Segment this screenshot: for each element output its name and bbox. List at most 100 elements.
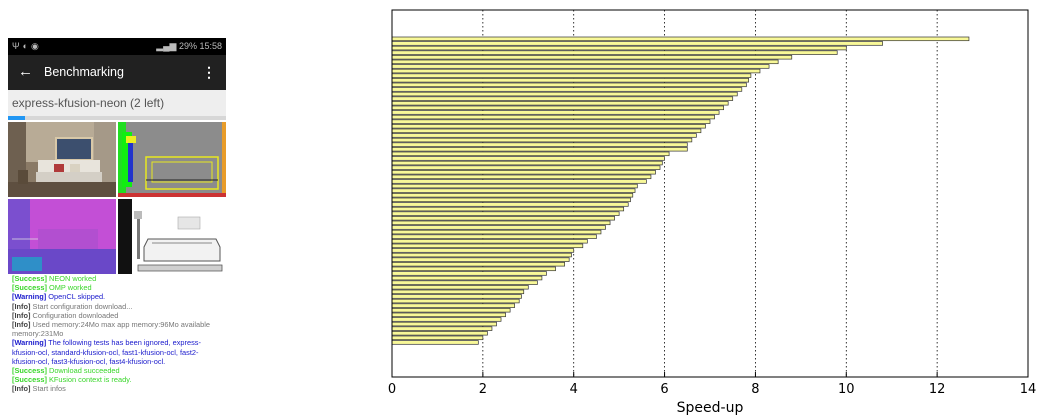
bar <box>391 119 711 124</box>
chart-svg: 0 2 4 6 8 10 12 14 Speed-up <box>388 9 1036 416</box>
bar <box>391 179 647 184</box>
bar <box>391 225 606 230</box>
bar <box>391 91 738 97</box>
log-line: [Info] Start configuration download... <box>12 301 133 311</box>
bar <box>391 331 488 336</box>
bar <box>391 114 715 120</box>
log-line: [Warning] The following tests has been i… <box>12 338 201 366</box>
bar <box>391 262 565 267</box>
log-line: [Success] OMP worked <box>12 283 92 293</box>
bar <box>391 280 538 285</box>
x-tick-label: 4 <box>570 382 578 397</box>
app-title: Benchmarking <box>44 65 124 79</box>
bar <box>391 41 883 46</box>
bar <box>391 45 847 51</box>
bar <box>391 87 743 92</box>
render-frame <box>118 199 226 274</box>
x-tick-label: 12 <box>929 382 946 397</box>
plot-frame <box>391 9 1029 378</box>
log-line: [Success] NEON worked <box>12 274 97 283</box>
arrow-left-icon[interactable]: ← <box>18 63 33 80</box>
bar <box>391 252 572 258</box>
more-vert-icon[interactable]: ⋮ <box>202 64 216 80</box>
log-line: [Info] Start infos <box>12 384 66 394</box>
app-bar: ← Benchmarking ⋮ <box>8 55 226 90</box>
bar <box>391 188 636 193</box>
bar <box>391 335 484 341</box>
x-tick-label: 6 <box>660 382 668 397</box>
shield-icon: ◐ <box>22 41 31 51</box>
x-tick-label: 8 <box>751 382 759 397</box>
bar <box>391 165 661 170</box>
bar <box>391 340 479 345</box>
status-icons: Ψ◐◉ <box>12 41 42 52</box>
bar <box>391 266 556 272</box>
bar <box>391 147 688 152</box>
x-axis-label: Speed-up <box>677 400 744 416</box>
tracking-frame <box>118 122 226 197</box>
bar <box>391 142 688 147</box>
signal-icon: ▂▄▆ <box>156 41 177 51</box>
bar <box>391 275 543 281</box>
bar <box>391 59 779 65</box>
bar <box>391 124 706 129</box>
bar <box>391 101 729 106</box>
x-ticks: 0 2 4 6 8 10 12 14 <box>388 372 1036 397</box>
bar <box>391 298 520 304</box>
bar <box>391 105 724 111</box>
bar <box>391 160 663 166</box>
bar <box>391 271 547 276</box>
bar <box>391 303 516 308</box>
bar <box>391 174 652 180</box>
bar <box>391 308 511 313</box>
log-line: [Success] Download succeeded <box>12 366 120 376</box>
speedup-chart: 0 2 4 6 8 10 12 14 Speed-up <box>370 0 1041 419</box>
log-console: [Success] NEON worked [Success] OMP work… <box>12 274 224 394</box>
kfusion-frames <box>8 122 226 274</box>
bar <box>391 156 665 161</box>
bar <box>391 211 620 216</box>
bar <box>391 128 702 134</box>
bar <box>391 137 693 143</box>
bar <box>391 82 747 88</box>
bar <box>391 68 761 74</box>
x-tick-label: 14 <box>1020 382 1037 397</box>
log-line: [Warning] OpenCL skipped. <box>12 292 106 302</box>
bar <box>391 151 670 157</box>
depth-frame <box>8 199 116 274</box>
rgb-frame <box>8 122 116 197</box>
bar <box>391 73 752 78</box>
phone-screenshot: Ψ◐◉ ▂▄▆ 29% 15:58 ← Benchmarking ⋮ expre… <box>8 38 226 419</box>
bar <box>391 285 529 290</box>
benchmark-name: express-kfusion-neon (2 left) <box>12 96 165 110</box>
bar <box>391 294 522 299</box>
bar <box>391 96 734 101</box>
log-line: [Info] Used memory:24Mo max app memory:9… <box>12 320 210 339</box>
bar <box>391 193 634 198</box>
x-tick-label: 2 <box>479 382 487 397</box>
bar <box>391 229 602 235</box>
bar <box>391 50 838 55</box>
cat-icon: ◉ <box>30 41 42 51</box>
bar <box>391 248 575 253</box>
bar <box>391 216 615 221</box>
bar <box>391 64 770 69</box>
benchmark-header: express-kfusion-neon (2 left) <box>8 90 226 118</box>
log-line: [Success] KFusion context is ready. <box>12 375 132 385</box>
bar <box>391 321 497 327</box>
bar <box>391 220 611 226</box>
bar <box>391 326 493 331</box>
bar <box>391 289 525 295</box>
bar <box>391 312 506 318</box>
log-line: [Info] Configuration downloaded <box>12 310 119 320</box>
progress-bar <box>8 116 226 120</box>
bar <box>391 317 502 322</box>
clock: 15:58 <box>199 41 222 51</box>
bar <box>391 257 570 262</box>
status-bar: Ψ◐◉ ▂▄▆ 29% 15:58 <box>8 38 226 55</box>
bar <box>391 170 656 175</box>
bar <box>391 133 697 138</box>
bar <box>391 243 584 249</box>
battery-level: 29% <box>178 41 197 51</box>
bar <box>391 78 749 83</box>
